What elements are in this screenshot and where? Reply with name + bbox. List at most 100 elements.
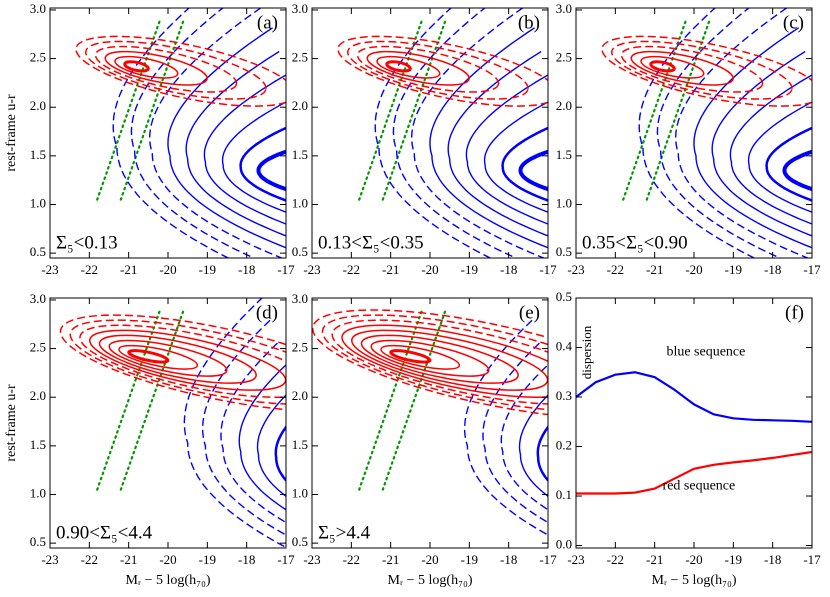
series-label: red sequence bbox=[663, 478, 736, 493]
x-tick-label: -18 bbox=[500, 262, 517, 277]
red-contour bbox=[333, 22, 563, 120]
red-contour bbox=[305, 288, 674, 441]
y-tick-label: 0.5 bbox=[292, 244, 308, 259]
x-tick-label: -17 bbox=[277, 552, 295, 567]
y-tick-label: 2.0 bbox=[556, 98, 572, 113]
x-tick-label: -20 bbox=[685, 552, 702, 567]
blue-contour bbox=[538, 412, 568, 497]
x-tick-label: -18 bbox=[764, 262, 781, 277]
x-tick-label: -23 bbox=[303, 552, 320, 567]
red-contour bbox=[53, 295, 381, 431]
panel: -23-22-21-20-19-18-170.51.01.52.02.53.0Σ… bbox=[292, 288, 674, 589]
panel-label: (e) bbox=[519, 302, 540, 323]
x-tick-label: -19 bbox=[199, 262, 216, 277]
y-tick-label: 1.5 bbox=[292, 147, 308, 162]
blue-contour bbox=[694, 28, 830, 256]
x-tick-label: -20 bbox=[421, 552, 438, 567]
x-tick-label: -20 bbox=[159, 552, 176, 567]
y-tick-label: 2.5 bbox=[556, 50, 572, 65]
red-contour bbox=[326, 303, 613, 422]
x-tick-label: -18 bbox=[764, 552, 781, 567]
panel-label: (b) bbox=[518, 12, 540, 33]
annotation: 0.13<Σ₅<0.35 bbox=[318, 232, 424, 253]
x-tick-label: -19 bbox=[725, 262, 742, 277]
x-tick-label: -23 bbox=[567, 262, 584, 277]
annotation: Σ₅<0.13 bbox=[56, 232, 118, 253]
blue-contour bbox=[749, 99, 830, 219]
x-tick-label: -22 bbox=[607, 262, 624, 277]
x-tick-label: -22 bbox=[343, 552, 360, 567]
plot-area bbox=[576, 372, 812, 493]
blue-contour bbox=[241, 122, 306, 207]
x-tick-label: -19 bbox=[461, 552, 478, 567]
x-tick-label: -17 bbox=[277, 262, 295, 277]
x-tick-label: -17 bbox=[539, 552, 557, 567]
plot-area bbox=[305, 288, 674, 546]
y-tick-label: 3.0 bbox=[30, 1, 46, 16]
y-tick-label: 1.5 bbox=[30, 437, 46, 452]
x-tick-label: -20 bbox=[685, 262, 702, 277]
y-axis-label: dispersion bbox=[579, 325, 594, 379]
x-tick-label: -22 bbox=[607, 552, 624, 567]
guide-line bbox=[359, 20, 422, 200]
x-tick-label: -21 bbox=[646, 262, 663, 277]
panel-label: (c) bbox=[783, 12, 804, 33]
y-tick-label: 0.5 bbox=[292, 534, 308, 549]
y-tick-label: 0.4 bbox=[556, 338, 573, 353]
blue-contour bbox=[785, 146, 830, 195]
x-axis-label: Mᵣ − 5 log(h₇₀) bbox=[651, 573, 736, 588]
x-tick-label: -20 bbox=[159, 262, 176, 277]
x-tick-label: -18 bbox=[238, 262, 255, 277]
x-tick-label: -22 bbox=[343, 262, 360, 277]
y-tick-label: 0.2 bbox=[556, 437, 572, 452]
y-axis-label: rest-frame u-r bbox=[4, 94, 19, 172]
panel: -23-22-21-20-19-18-170.51.01.52.02.53.00… bbox=[292, 0, 568, 292]
y-tick-label: 2.0 bbox=[292, 388, 308, 403]
annotation: 0.90<Σ₅<4.4 bbox=[56, 522, 153, 543]
x-tick-label: -20 bbox=[421, 262, 438, 277]
y-tick-label: 0.5 bbox=[556, 244, 572, 259]
x-tick-label: -19 bbox=[461, 262, 478, 277]
x-tick-label: -18 bbox=[500, 552, 517, 567]
x-tick-label: -18 bbox=[238, 552, 255, 567]
series-line bbox=[576, 372, 812, 422]
blue-contour bbox=[113, 0, 306, 292]
y-tick-label: 0.3 bbox=[556, 388, 572, 403]
blue-contour bbox=[150, 4, 306, 267]
y-tick-label: 0.5 bbox=[30, 244, 46, 259]
y-tick-label: 2.5 bbox=[292, 50, 308, 65]
y-tick-label: 1.5 bbox=[292, 437, 308, 452]
blue-contour bbox=[276, 412, 306, 497]
panel-label: (f) bbox=[785, 302, 804, 323]
panel-label: (d) bbox=[256, 302, 278, 323]
red-contour bbox=[71, 22, 301, 120]
red-contour bbox=[597, 22, 827, 120]
x-tick-label: -22 bbox=[81, 552, 98, 567]
plot-frame bbox=[50, 298, 286, 548]
guide-line bbox=[623, 20, 686, 200]
blue-contour bbox=[168, 28, 306, 256]
y-tick-label: 2.0 bbox=[30, 98, 46, 113]
blue-contour bbox=[767, 122, 830, 207]
y-tick-label: 3.0 bbox=[292, 291, 308, 306]
x-axis-label: Mᵣ − 5 log(h₇₀) bbox=[387, 573, 472, 588]
y-tick-label: 1.0 bbox=[292, 195, 308, 210]
annotation: Σ₅>4.4 bbox=[318, 522, 371, 543]
x-tick-label: -23 bbox=[303, 262, 320, 277]
x-tick-label: -21 bbox=[382, 262, 399, 277]
y-tick-label: 1.5 bbox=[556, 147, 572, 162]
x-tick-label: -19 bbox=[725, 552, 742, 567]
y-tick-label: 0.5 bbox=[556, 289, 572, 304]
y-axis-label: rest-frame u-r bbox=[4, 384, 19, 462]
y-tick-label: 2.5 bbox=[30, 340, 46, 355]
blue-contour bbox=[131, 0, 305, 279]
x-tick-label: -21 bbox=[120, 552, 137, 567]
x-tick-label: -21 bbox=[382, 552, 399, 567]
x-tick-label: -23 bbox=[567, 552, 584, 567]
y-tick-label: 3.0 bbox=[30, 291, 46, 306]
plot-frame bbox=[576, 298, 812, 548]
y-tick-label: 1.0 bbox=[292, 485, 308, 500]
y-tick-label: 1.0 bbox=[556, 195, 572, 210]
